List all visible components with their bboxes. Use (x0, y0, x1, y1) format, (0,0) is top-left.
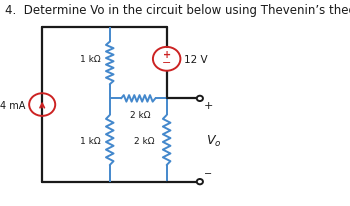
Text: +: + (163, 50, 171, 60)
Text: +: + (204, 100, 214, 110)
Text: 4 mA: 4 mA (0, 100, 26, 110)
Text: 1 kΩ: 1 kΩ (80, 55, 100, 64)
Text: $V_o$: $V_o$ (206, 133, 221, 148)
Text: 4.  Determine Vo in the circuit below using Thevenin’s theorem.: 4. Determine Vo in the circuit below usi… (5, 4, 350, 17)
Text: 12 V: 12 V (184, 55, 208, 64)
Text: 1 kΩ: 1 kΩ (80, 136, 100, 145)
Text: −: − (162, 58, 172, 68)
Text: 2 kΩ: 2 kΩ (134, 136, 155, 145)
Circle shape (197, 179, 203, 184)
Text: −: − (204, 169, 212, 179)
Text: 2 kΩ: 2 kΩ (130, 110, 151, 119)
Circle shape (197, 96, 203, 102)
